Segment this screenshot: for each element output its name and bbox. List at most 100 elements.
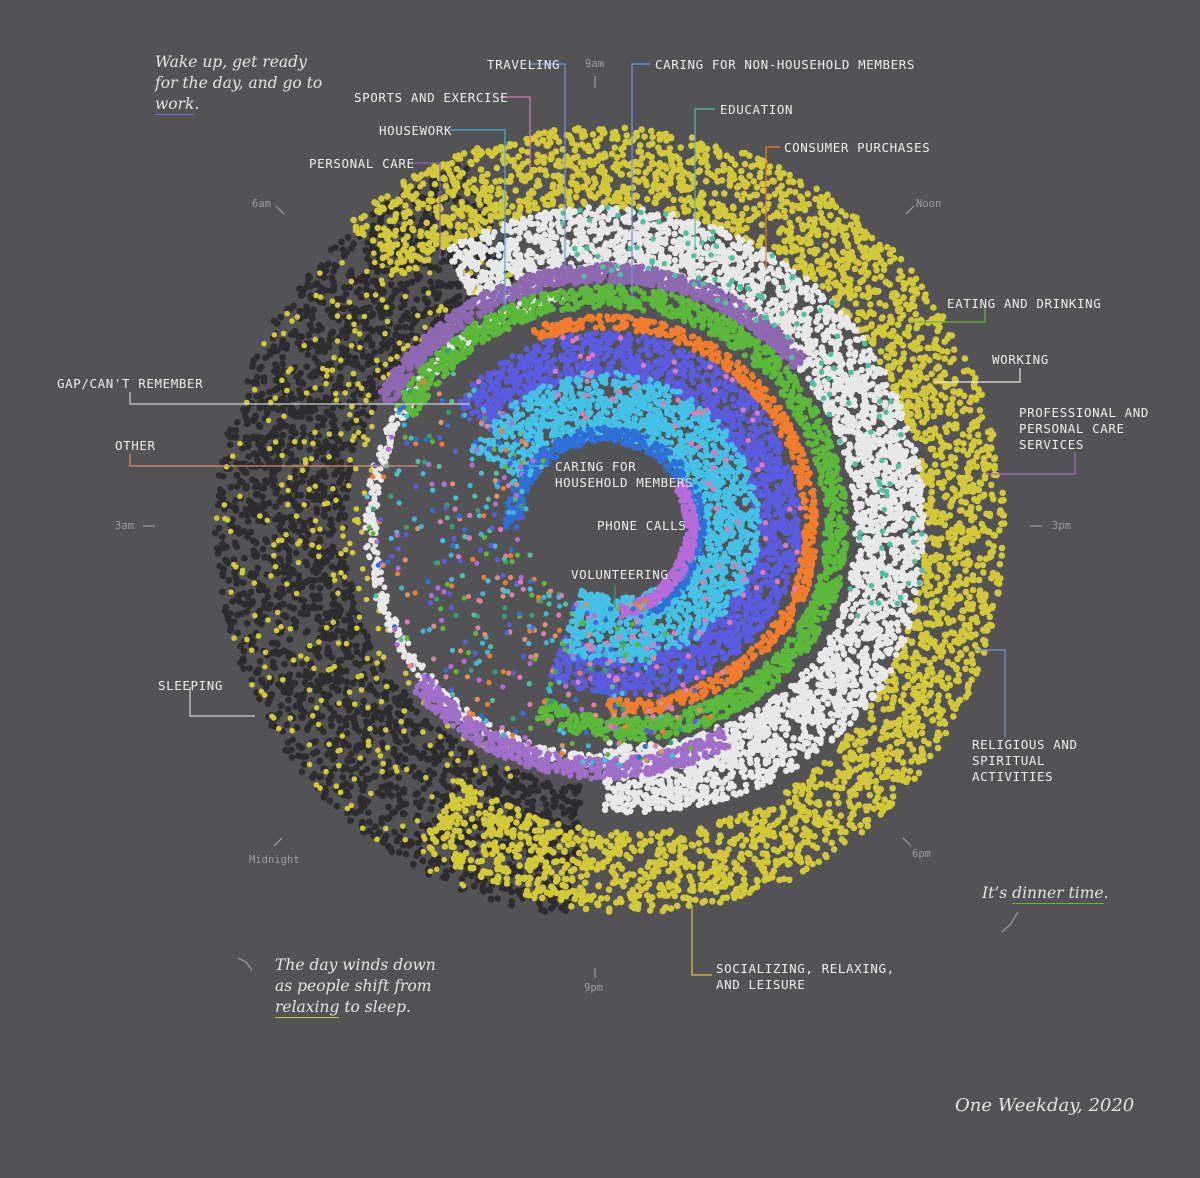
- sleeping-dot: [378, 819, 385, 827]
- sleeping-dot: [286, 636, 294, 643]
- sleeping-dot: [297, 706, 305, 713]
- sleeping-dot: [215, 524, 223, 532]
- sleeping-dot: [303, 561, 311, 569]
- leisure-dot: [588, 863, 595, 871]
- leisure-dot: [819, 282, 827, 290]
- sleeping-dot: [233, 471, 241, 479]
- sleeping-dot: [403, 721, 411, 729]
- sleeping-dot: [297, 292, 305, 299]
- sleeping-dot: [412, 749, 420, 757]
- sleeping-dot: [326, 521, 334, 528]
- sleeping-dot: [275, 371, 283, 379]
- sleeping-dot: [360, 697, 367, 705]
- leisure-dot: [737, 892, 744, 900]
- leisure-dot: [962, 693, 970, 701]
- leisure-dot: [595, 861, 602, 868]
- sleeping-dot: [458, 875, 466, 882]
- sleeping-dot: [354, 741, 362, 749]
- leisure-dot: [952, 412, 959, 420]
- leisure-dot: [886, 686, 894, 694]
- leisure-dot: [636, 142, 644, 149]
- leisure-dot: [989, 602, 996, 610]
- sleeping-dot: [344, 714, 352, 722]
- leisure-dot: [871, 275, 879, 282]
- sleeping-dot: [296, 698, 303, 706]
- sleeping-dot: [345, 271, 353, 279]
- sleeping-dot: [300, 761, 308, 768]
- sleeping-dot: [272, 489, 280, 497]
- sleeping-dot: [448, 297, 456, 305]
- sleeping-dot: [383, 310, 390, 317]
- leisure-dot: [575, 849, 583, 857]
- leisure-dot: [824, 278, 832, 286]
- sleeping-dot: [343, 494, 350, 501]
- leisure-dot: [498, 855, 506, 862]
- leisure-dot: [962, 665, 969, 673]
- leisure-dot: [889, 731, 896, 739]
- sleeping-dot: [335, 602, 343, 610]
- leisure-dot: [704, 169, 712, 176]
- leisure-dot: [449, 813, 457, 821]
- sleeping-dot: [305, 274, 312, 282]
- leisure-dot: [954, 655, 961, 663]
- sleeping-dot: [494, 895, 501, 902]
- leisure-dot: [870, 760, 877, 768]
- leisure-dot: [561, 875, 569, 883]
- leisure-dot: [399, 225, 407, 233]
- sleeping-dot: [316, 535, 323, 543]
- sleeping-dot: [335, 612, 343, 620]
- sleeping-dot: [272, 361, 279, 369]
- leisure-dot: [582, 905, 590, 913]
- leisure-dot: [998, 544, 1006, 552]
- sleeping-dot: [241, 554, 248, 562]
- leisure-dot: [677, 144, 684, 151]
- sleeping-dot: [219, 533, 226, 541]
- leisure-dot: [822, 836, 829, 843]
- leisure-dot: [555, 138, 563, 145]
- sleeping-dot: [286, 572, 293, 580]
- leisure-dot: [654, 833, 662, 840]
- sleeping-dot: [301, 672, 309, 680]
- sleeping-dot: [298, 478, 306, 485]
- leisure-dot: [937, 653, 945, 660]
- leisure-dot: [930, 412, 938, 420]
- leisure-dot: [464, 799, 471, 807]
- sleeping-dot: [285, 675, 292, 683]
- sleeping-dot: [385, 803, 392, 811]
- sleeping-dot: [259, 502, 267, 509]
- sleeping-dot: [288, 331, 295, 338]
- sleeping-dot: [301, 543, 309, 551]
- leisure-dot: [740, 876, 748, 883]
- sleeping-dot: [299, 424, 307, 431]
- sleeping-dot: [400, 810, 408, 818]
- leisure-dot: [716, 899, 724, 906]
- leisure-dot: [733, 184, 741, 191]
- leisure-dot: [929, 599, 936, 607]
- leisure-dot: [960, 368, 968, 375]
- sleeping-dot: [238, 610, 246, 618]
- leisure-dot: [881, 796, 888, 803]
- sleeping-dot: [388, 337, 396, 345]
- leisure-dot: [933, 676, 940, 684]
- leisure-dot: [544, 833, 551, 841]
- sleeping-dot: [336, 511, 344, 519]
- leisure-dot: [350, 216, 357, 224]
- leisure-dot: [942, 684, 950, 692]
- leisure-dot: [911, 775, 918, 782]
- leisure-dot: [806, 799, 814, 806]
- leisure-dot: [581, 845, 589, 853]
- sleeping-dot: [366, 818, 373, 826]
- leisure-dot: [973, 463, 980, 471]
- leisure-dot: [580, 198, 587, 205]
- leisure-dot: [798, 246, 805, 254]
- sleeping-dot: [385, 815, 392, 823]
- sleeping-dot: [273, 591, 281, 599]
- sleeping-dot: [313, 505, 320, 513]
- sleeping-dot: [434, 856, 442, 864]
- sleeping-dot: [245, 453, 253, 460]
- sleeping-dot: [395, 849, 403, 856]
- leisure-dot: [818, 193, 825, 201]
- leisure-dot: [786, 171, 793, 179]
- sleeping-dot: [424, 298, 432, 306]
- sleeping-dot: [274, 347, 282, 354]
